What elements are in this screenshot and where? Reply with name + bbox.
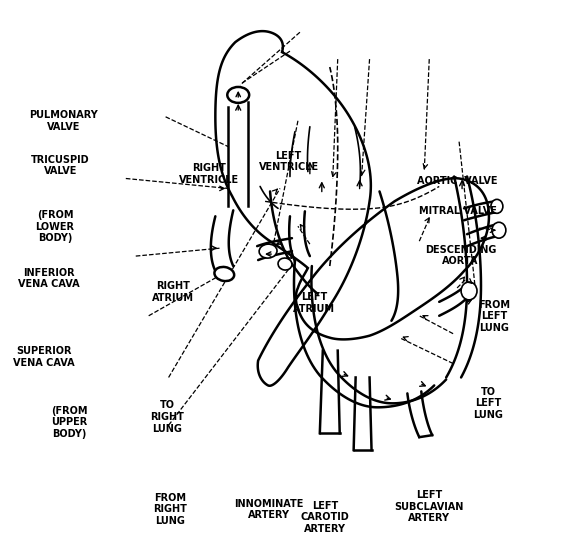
Text: DESCENDING
AORTA: DESCENDING AORTA	[424, 245, 496, 266]
Text: RIGHT
ATRIUM: RIGHT ATRIUM	[152, 281, 194, 303]
Text: LEFT
ATRIUM: LEFT ATRIUM	[293, 292, 335, 314]
Text: (FROM
UPPER
BODY): (FROM UPPER BODY)	[51, 406, 87, 439]
Ellipse shape	[461, 282, 477, 300]
Text: INNOMINATE
ARTERY: INNOMINATE ARTERY	[234, 498, 303, 520]
Polygon shape	[215, 31, 489, 386]
Text: RIGHT
VENTRICLE: RIGHT VENTRICLE	[179, 163, 239, 185]
Text: FROM
RIGHT
LUNG: FROM RIGHT LUNG	[153, 492, 187, 526]
Text: TRICUSPID
VALVE: TRICUSPID VALVE	[31, 155, 90, 176]
Text: (FROM
LOWER
BODY): (FROM LOWER BODY)	[36, 210, 75, 244]
Ellipse shape	[491, 199, 503, 213]
Text: LEFT
CAROTID
ARTERY: LEFT CAROTID ARTERY	[301, 501, 350, 534]
Ellipse shape	[259, 244, 277, 258]
Ellipse shape	[492, 222, 506, 238]
Ellipse shape	[215, 267, 234, 281]
Text: LEFT
VENTRICLE: LEFT VENTRICLE	[259, 151, 319, 173]
Text: MITRAL VALVE: MITRAL VALVE	[419, 205, 496, 216]
Text: AORTIC  VALVE: AORTIC VALVE	[417, 176, 498, 186]
Ellipse shape	[228, 87, 249, 103]
Text: LEFT
SUBCLAVIAN
ARTERY: LEFT SUBCLAVIAN ARTERY	[395, 490, 464, 523]
Text: PULMONARY
VALVE: PULMONARY VALVE	[29, 110, 98, 132]
Text: FROM
LEFT
LUNG: FROM LEFT LUNG	[478, 300, 510, 333]
Text: TO
LEFT
LUNG: TO LEFT LUNG	[474, 387, 504, 420]
Ellipse shape	[278, 258, 292, 270]
Text: SUPERIOR
VENA CAVA: SUPERIOR VENA CAVA	[13, 346, 75, 368]
Text: TO
RIGHT
LUNG: TO RIGHT LUNG	[151, 400, 185, 434]
Text: INFERIOR
VENA CAVA: INFERIOR VENA CAVA	[19, 268, 80, 289]
